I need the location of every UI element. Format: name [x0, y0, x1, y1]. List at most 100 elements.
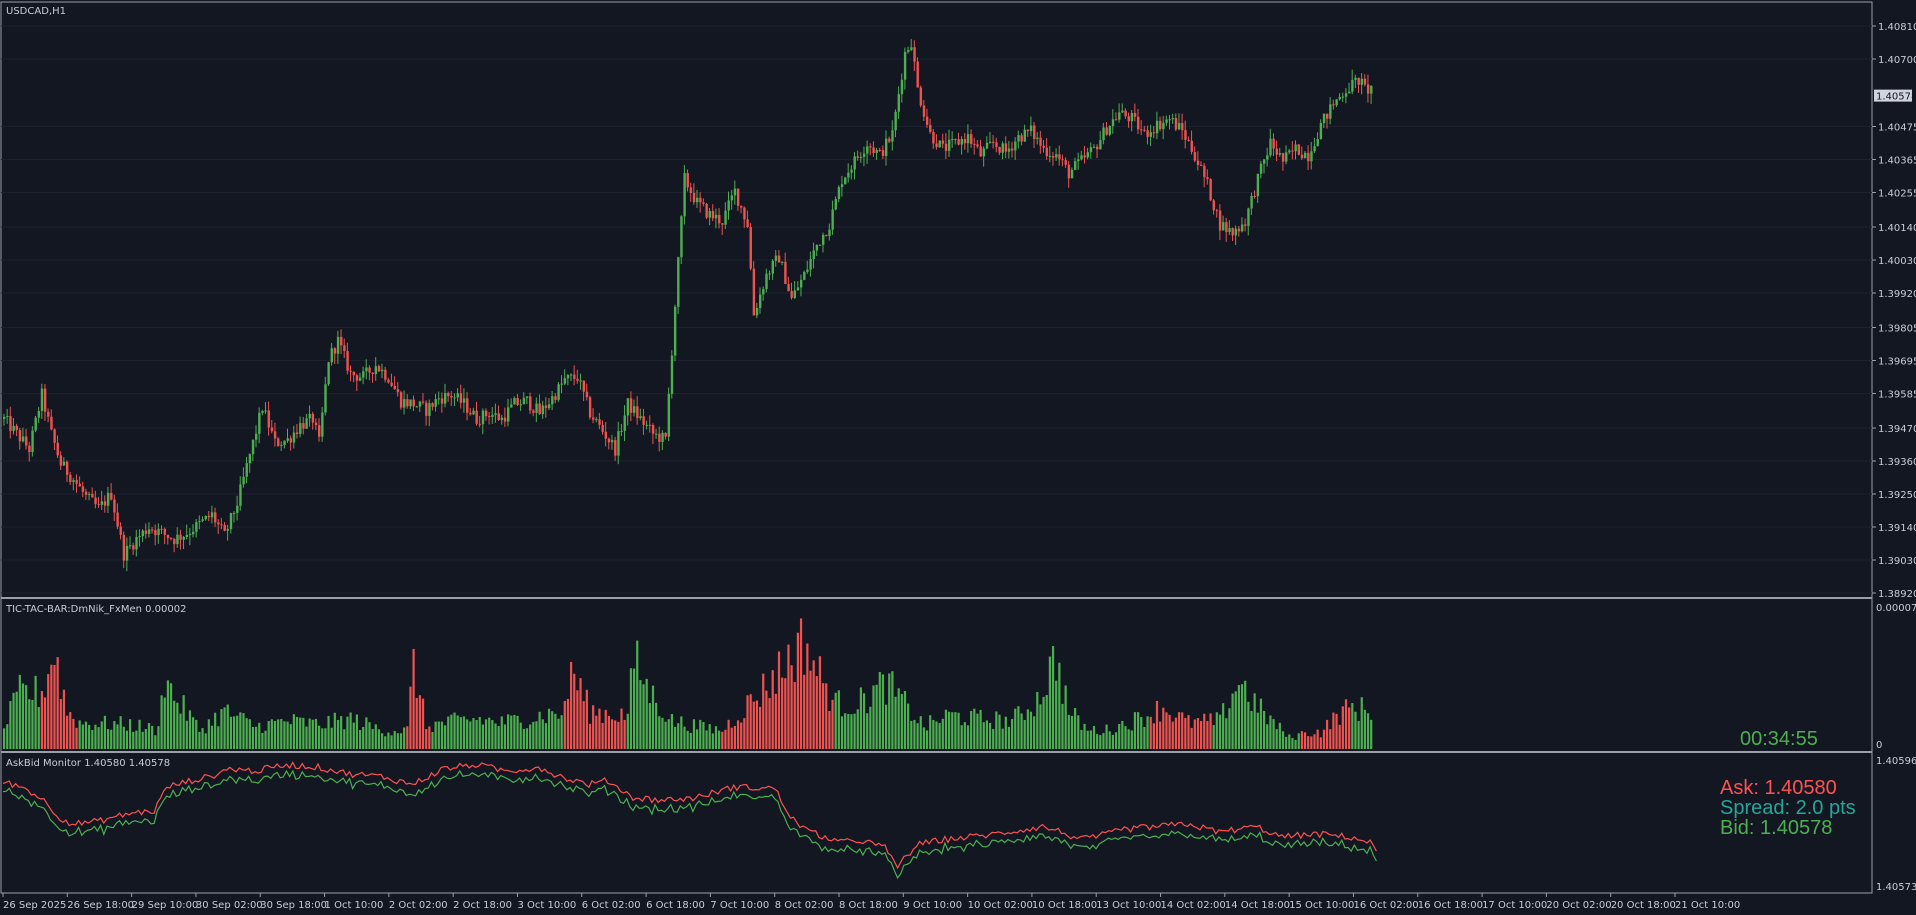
candle-body: [535, 403, 538, 413]
candle-body: [343, 345, 346, 351]
time-tick-label: 10 Oct 02:00: [968, 900, 1033, 911]
tic-tac-bar: [1366, 713, 1370, 749]
candle-body: [1209, 178, 1212, 201]
candle-body: [1316, 139, 1319, 147]
tic-tac-bar: [948, 711, 951, 749]
candle-body: [267, 410, 270, 428]
candle-body: [403, 399, 406, 408]
tic-tac-bar: [963, 722, 966, 749]
time-tick-label: 6 Oct 18:00: [646, 900, 705, 911]
candle-body: [330, 348, 333, 363]
tic-tac-bar: [718, 730, 721, 749]
tic-tac-bar: [239, 712, 242, 749]
tic-tac-bar: [1067, 714, 1070, 749]
tic-tac-bar: [1118, 724, 1121, 749]
candle-body: [966, 134, 970, 144]
candle-body: [1322, 113, 1326, 123]
tic-tac-bar: [1196, 718, 1200, 749]
candle-body: [188, 534, 192, 536]
candle-body: [362, 371, 365, 378]
tic-tac-bar: [1335, 713, 1338, 749]
candle-body: [705, 203, 708, 218]
candle-body: [242, 476, 245, 485]
tic-tac-bar: [466, 719, 469, 749]
tic-tac-bar: [434, 721, 437, 749]
tic-tac-bar: [365, 717, 368, 749]
candle-body: [1244, 224, 1247, 226]
candle-body: [566, 375, 570, 379]
candle-body: [261, 411, 264, 413]
tic-tac-bar: [160, 695, 163, 749]
tic-tac-bar: [784, 678, 787, 749]
tic-tac-bar: [204, 733, 207, 749]
tic-tac-bar: [557, 718, 560, 749]
tic-tac-bar: [497, 726, 500, 749]
tic-tac-bar: [1272, 719, 1275, 749]
candle-body: [355, 375, 359, 381]
candle-body: [1363, 78, 1367, 85]
candle-body: [1335, 99, 1338, 106]
candle-body: [988, 141, 992, 143]
candle-body: [903, 51, 907, 80]
time-tick-label: 3 Oct 10:00: [517, 900, 576, 911]
candle-body: [673, 306, 677, 356]
candle-body: [683, 173, 686, 217]
candle-body: [633, 406, 636, 413]
tic-tac-bar: [201, 728, 204, 749]
tic-tac-bar: [1338, 724, 1341, 749]
price-tick-label: 1.40365: [1878, 156, 1916, 167]
tic-tac-bar: [157, 726, 160, 749]
tic-tac-bar: [642, 684, 645, 749]
tic-tac-bar: [308, 718, 311, 749]
candle-body: [746, 219, 749, 228]
tic-tac-bar: [6, 724, 9, 749]
candle-body: [1114, 119, 1118, 121]
tic-tac-bar: [803, 674, 806, 749]
tic-tac-bar: [853, 713, 856, 749]
tic-tac-bar: [623, 719, 626, 749]
tic-tac-bar: [714, 726, 718, 749]
tic-tac-bar: [822, 683, 825, 749]
tic-tac-bar: [1193, 719, 1196, 749]
candle-body: [859, 156, 863, 158]
candle-body: [793, 290, 797, 298]
candle-body: [25, 436, 28, 446]
tic-tac-bar: [1007, 726, 1011, 749]
tic-tac-bar: [1155, 700, 1159, 749]
tic-tac-bar: [655, 702, 658, 749]
candle-body: [1026, 129, 1030, 132]
candle-body: [1083, 155, 1086, 158]
candle-body: [305, 418, 308, 429]
tic-tac-bar: [1237, 685, 1240, 749]
tic-tac-bar: [179, 713, 182, 749]
tic-tac-bar: [595, 715, 598, 749]
tic-tac-bar: [1319, 737, 1322, 749]
tic-tac-bar: [122, 726, 125, 749]
tic-tac-bar: [9, 701, 12, 749]
candle-body: [755, 307, 759, 316]
tic-tac-bar: [1130, 730, 1133, 749]
tic-tac-bar: [1133, 712, 1137, 749]
candle-body: [639, 416, 642, 419]
tic-tac-bar: [1105, 724, 1108, 749]
tic-tac-bar: [321, 728, 324, 749]
tic-tac-bar: [566, 698, 570, 749]
tic-tac-bar: [727, 719, 730, 749]
price-candles[interactable]: [3, 39, 1373, 572]
ask-label: Ask: 1.40580: [1720, 777, 1837, 799]
tic-tac-bar: [289, 724, 292, 749]
candle-body: [888, 138, 891, 142]
tic-tac-bar: [21, 683, 25, 749]
candle-body: [740, 205, 743, 208]
tic-tac-bar: [47, 674, 50, 749]
tic-tac-bar: [1001, 728, 1004, 749]
candle-body: [1121, 110, 1124, 113]
candle-body: [1105, 127, 1108, 135]
candle-body: [47, 411, 50, 417]
tic-tac-bar: [1344, 699, 1348, 749]
candle-body: [295, 432, 299, 434]
tic-tac-bar: [163, 697, 166, 749]
tic-tac-bar: [774, 693, 777, 749]
candle-body: [862, 153, 866, 157]
